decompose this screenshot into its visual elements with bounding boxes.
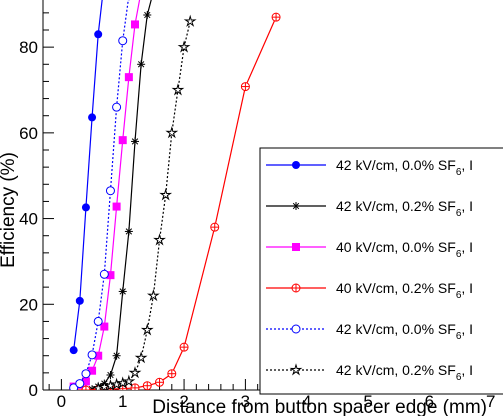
legend-entry-5: 42 kV/cm, 0.0% SF6, I [266, 321, 473, 342]
x-tick-label: 3 [241, 392, 250, 411]
series-1 [69, 0, 103, 355]
x-tick-label: 1 [118, 392, 127, 411]
series-line [73, 16, 277, 390]
data-point [94, 30, 103, 39]
y-tick-label: 60 [19, 124, 38, 143]
data-series [69, 0, 281, 390]
data-point [124, 73, 133, 82]
legend-label: 40 kV/cm, 0.2% SF6, I [336, 280, 473, 301]
data-point [94, 351, 103, 360]
data-point [100, 322, 109, 331]
x-tick-label: 0 [57, 392, 66, 411]
y-tick-label: 80 [19, 38, 38, 57]
data-point [93, 316, 103, 326]
y-tick-label: 0 [29, 381, 38, 400]
data-point [131, 20, 139, 29]
data-point [153, 233, 166, 246]
legend-marker [291, 324, 301, 334]
x-tick-label: 7 [486, 392, 495, 411]
series-line [91, 0, 152, 390]
data-point [131, 137, 139, 146]
data-point [88, 113, 97, 122]
legend-marker [292, 161, 300, 169]
data-point [210, 222, 220, 232]
series-5 [69, 0, 131, 390]
data-point [271, 12, 281, 22]
data-point [112, 102, 122, 112]
legend-marker [289, 363, 303, 376]
y-tick-label: 20 [19, 295, 38, 314]
data-point [143, 11, 152, 19]
series-4 [69, 12, 281, 390]
series-6 [91, 14, 197, 390]
data-point [75, 296, 84, 305]
series-line [98, 21, 191, 389]
series-2 [88, 0, 152, 390]
data-point [118, 287, 127, 296]
data-point [112, 351, 121, 360]
x-tick-label: 2 [179, 392, 188, 411]
data-point [159, 188, 173, 201]
data-point [81, 385, 91, 390]
data-point [81, 203, 90, 212]
legend-marker [292, 243, 300, 251]
x-axis-title: Distance from button spacer edge (mm) [152, 397, 487, 416]
series-line [73, 0, 103, 351]
data-point [87, 350, 97, 360]
data-point [88, 366, 97, 375]
data-point [130, 383, 140, 390]
legend-box [259, 147, 503, 395]
data-point [171, 83, 185, 96]
data-point [69, 346, 78, 355]
data-point [118, 136, 127, 145]
x-tick-label: 5 [363, 392, 372, 411]
data-point [240, 82, 250, 92]
data-point [122, 374, 136, 387]
y-tick-label: 40 [19, 210, 38, 229]
legend-entry-3: 40 kV/cm, 0.0% SF6, I [266, 239, 473, 260]
data-point [140, 323, 154, 336]
data-point [124, 227, 133, 236]
data-point [142, 381, 152, 390]
data-point [69, 383, 79, 390]
legend: 42 kV/cm, 0.0% SF6, I 42 kV/cm, 0.2% SF6,… [259, 147, 503, 395]
data-point [118, 36, 128, 46]
data-point [177, 40, 191, 53]
legend-label: 42 kV/cm, 0.2% SF6, I [336, 362, 473, 383]
legend-entry-4: 40 kV/cm, 0.2% SF6, I [266, 280, 473, 301]
data-point [167, 369, 177, 379]
legend-marker [291, 283, 301, 293]
legend-label: 42 kV/cm, 0.2% SF6, I [336, 198, 473, 219]
data-point [106, 371, 115, 379]
data-point [106, 271, 115, 280]
data-point [105, 186, 115, 196]
series-line [73, 0, 129, 389]
data-point [137, 60, 146, 69]
legend-entry-6: 42 kV/cm, 0.2% SF6, I [266, 362, 473, 383]
legend-entry-1: 42 kV/cm, 0.0% SF6, I [266, 157, 473, 178]
legend-label: 42 kV/cm, 0.0% SF6, I [336, 157, 473, 178]
data-point [81, 377, 90, 386]
legend-label: 40 kV/cm, 0.0% SF6, I [336, 239, 473, 260]
x-tick-label: 4 [302, 392, 311, 411]
data-point [112, 202, 121, 211]
data-point [155, 377, 165, 387]
data-point [81, 369, 91, 379]
y-axis-title: Efficiency (%) [0, 152, 19, 268]
data-point [134, 351, 148, 364]
data-point [75, 379, 85, 389]
x-tick-label: 6 [425, 392, 434, 411]
data-point [183, 14, 197, 27]
legend-marker [292, 202, 300, 210]
data-point [165, 126, 179, 139]
series-3 [69, 0, 141, 390]
data-point [128, 366, 142, 379]
legend-label: 42 kV/cm, 0.0% SF6, I [336, 321, 473, 342]
data-point [146, 288, 160, 302]
data-point [99, 269, 109, 279]
legend-entry-2: 42 kV/cm, 0.2% SF6, I [266, 198, 473, 219]
data-point [179, 342, 189, 352]
tick-labels: 0 1 2 3 4 5 6 7 0 20 40 60 80 [19, 38, 495, 411]
